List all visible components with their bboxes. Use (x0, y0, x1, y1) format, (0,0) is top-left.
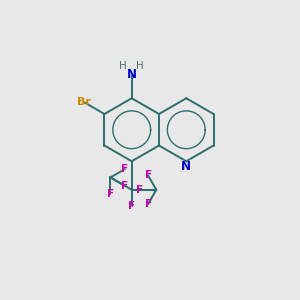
Text: F: F (121, 181, 128, 191)
Text: F: F (107, 189, 114, 199)
Text: N: N (181, 160, 191, 173)
Text: F: F (128, 201, 135, 211)
Text: F: F (145, 199, 152, 209)
Text: F: F (121, 164, 128, 174)
Text: H: H (136, 61, 144, 71)
Text: F: F (136, 185, 143, 195)
Text: Br: Br (77, 97, 91, 107)
Text: F: F (145, 170, 152, 181)
Text: H: H (119, 61, 127, 71)
Text: N: N (127, 68, 137, 81)
